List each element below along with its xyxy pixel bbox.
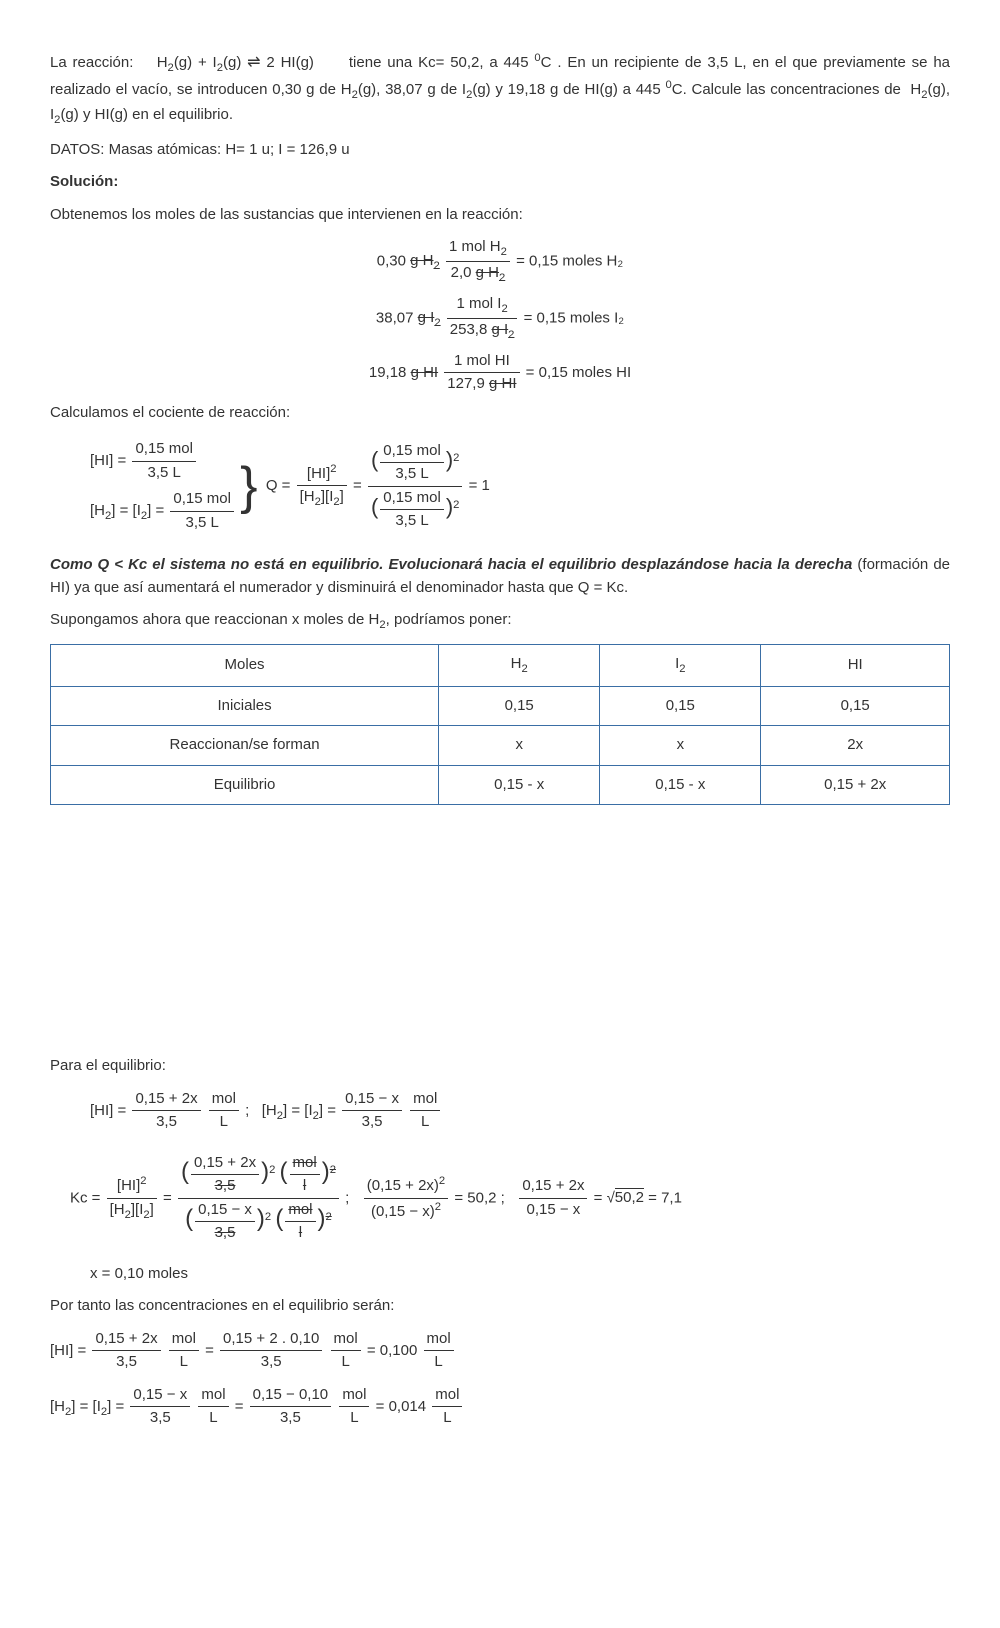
moles-hi: 19,18 g HI 1 mol HI127,9 g HI = 0,15 mol… <box>50 350 950 396</box>
moles-h2: 0,30 g H2 1 mol H22,0 g H2 = 0,15 moles … <box>50 236 950 287</box>
q-calculation: [HI] = 0,15 mol3,5 L [H2] = [I2] = 0,15 … <box>90 434 950 538</box>
th-hi: HI <box>761 645 950 687</box>
x-value: x = 0,10 moles <box>90 1263 950 1286</box>
para-equilibrio: Para el equilibrio: <box>50 1055 950 1078</box>
kc-derivation: Kc = [HI]2[H2][I2] = (0,15 + 2x3,5)2 (mo… <box>70 1152 950 1245</box>
final-h2-i2: [H2] = [I2] = 0,15 − x3,5 molL = 0,15 − … <box>50 1384 950 1430</box>
moles-i2: 38,07 g I2 1 mol I2253,8 g I2 = 0,15 mol… <box>50 293 950 344</box>
step2-text: Calculamos el cociente de reacción: <box>50 402 950 425</box>
data-line: DATOS: Masas atómicas: H= 1 u; I = 126,9… <box>50 139 950 162</box>
suppose-text: Supongamos ahora que reaccionan x moles … <box>50 609 950 634</box>
q-conclusion: Como Q < Kc el sistema no está en equili… <box>50 554 950 599</box>
final-hi: [HI] = 0,15 + 2x3,5 molL = 0,15 + 2 . 0,… <box>50 1328 950 1374</box>
ice-table: Moles H2 I2 HI Iniciales 0,15 0,15 0,15 … <box>50 644 950 805</box>
blank-space <box>50 845 950 1045</box>
th-i2: I2 <box>600 645 761 687</box>
th-moles: Moles <box>51 645 439 687</box>
final-label: Por tanto las concentraciones en el equi… <box>50 1295 950 1318</box>
step1-text: Obtenemos los moles de las sustancias qu… <box>50 204 950 227</box>
solution-heading: Solución: <box>50 171 950 194</box>
reaction-label: La reacción: <box>50 54 133 71</box>
problem-statement: La reacción: H2(g) + I2(g) ⇌ 2 HI(g) tie… <box>50 50 950 129</box>
eq-concentrations: [HI] = 0,15 + 2x3,5 molL ; [H2] = [I2] =… <box>90 1088 950 1134</box>
reaction-equation: H2(g) + I2(g) ⇌ 2 HI(g) <box>157 54 314 71</box>
th-h2: H2 <box>439 645 600 687</box>
